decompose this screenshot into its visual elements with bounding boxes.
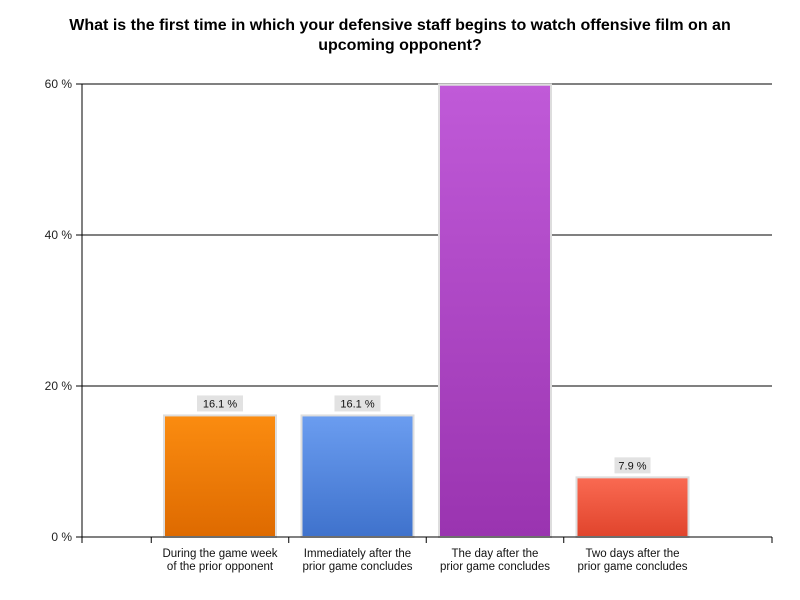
y-tick-label: 20 % xyxy=(45,379,73,393)
x-tick-label: Two days after the xyxy=(586,548,680,560)
x-tick-label: prior game concludes xyxy=(303,561,413,573)
bar xyxy=(163,414,277,539)
data-label: 7.9 % xyxy=(618,460,646,472)
bar xyxy=(575,476,690,539)
data-label: 16.1 % xyxy=(340,398,374,410)
data-label: 16.1 % xyxy=(203,398,237,410)
x-tick-label: of the prior opponent xyxy=(167,561,274,573)
y-tick-label: 60 % xyxy=(45,77,73,91)
y-tick-label: 40 % xyxy=(45,228,73,242)
x-tick-label: prior game concludes xyxy=(578,561,688,573)
x-tick-label: prior game concludes xyxy=(440,561,550,573)
bar xyxy=(438,83,552,538)
data-label-bg xyxy=(334,395,381,412)
data-label-bg xyxy=(614,457,651,474)
chart-title: What is the first time in which your def… xyxy=(69,17,731,54)
x-tick-label: During the game week xyxy=(162,548,277,560)
x-tick-label: The day after the xyxy=(452,548,539,560)
x-tick-label: Immediately after the xyxy=(304,548,411,560)
bar xyxy=(300,414,415,539)
data-label-bg xyxy=(197,395,243,412)
y-tick-label: 0 % xyxy=(51,530,72,544)
